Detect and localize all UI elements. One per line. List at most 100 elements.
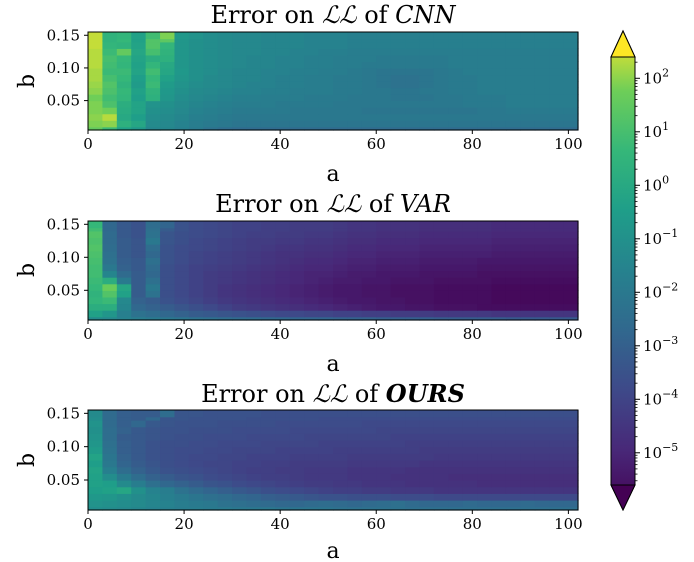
heatmap-cell-var xyxy=(203,277,219,285)
heatmap-cell-ours xyxy=(520,460,536,468)
colorbar-tick-label: 10−3 xyxy=(643,334,678,355)
heatmap-cell-ours xyxy=(477,410,493,418)
heatmap-cell-var xyxy=(174,303,190,311)
y-axis-ticks-var: 0.050.100.15 xyxy=(47,215,88,299)
colorbar-body xyxy=(610,29,636,512)
heatmap-cell-cnn xyxy=(289,67,305,76)
heatmap-cell-cnn xyxy=(188,113,204,121)
heatmap-cell-ours xyxy=(318,466,334,474)
heatmap-cell-cnn xyxy=(419,74,435,82)
heatmap-cell-cnn xyxy=(174,113,190,121)
heatmap-cell-cnn xyxy=(131,94,147,102)
heatmap-cell-ours xyxy=(304,460,320,468)
heatmap-cell-ours xyxy=(405,420,421,428)
heatmap-cell-ours xyxy=(462,486,478,494)
heatmap-cell-ours xyxy=(405,493,421,501)
heatmap-cell-ours xyxy=(102,466,118,474)
heatmap-cell-ours xyxy=(491,466,507,474)
heatmap-cell-ours xyxy=(505,486,521,494)
heatmap-cell-cnn xyxy=(491,107,507,115)
heatmap-cell-var xyxy=(433,230,449,239)
heatmap-cell-ours xyxy=(131,473,147,481)
heatmap-cell-cnn xyxy=(102,41,118,49)
heatmap-cell-ours xyxy=(376,410,392,418)
heatmap-cell-ours xyxy=(102,500,118,508)
heatmap-cell-ours xyxy=(390,410,406,418)
heatmap-cell-var xyxy=(361,250,377,258)
heatmap-cell-var xyxy=(116,227,132,232)
heatmap-cell-var xyxy=(318,310,334,318)
heatmap-cell-var xyxy=(390,244,406,252)
y-axis-label-var: b xyxy=(15,263,40,277)
heatmap-cell-cnn xyxy=(563,32,579,40)
heatmap-cell-var xyxy=(246,230,262,239)
heatmap-cell-ours xyxy=(275,433,291,441)
heatmap-cell-ours xyxy=(405,453,421,461)
heatmap-cell-ours xyxy=(131,460,147,468)
heatmap-cell-var xyxy=(289,237,305,245)
heatmap-cell-cnn xyxy=(246,120,262,128)
heatmap-cell-ours xyxy=(376,426,392,434)
heatmap-cell-cnn xyxy=(563,126,579,131)
heatmap-cell-var xyxy=(246,277,262,285)
heatmap-cell-ours xyxy=(390,480,406,488)
heatmap-cell-cnn xyxy=(217,41,233,49)
heatmap-cell-cnn xyxy=(405,32,421,40)
heatmap-cell-var xyxy=(520,277,536,285)
heatmap-cell-ours xyxy=(160,460,176,468)
heatmap-cell-var xyxy=(361,263,377,272)
heatmap-cell-var xyxy=(419,283,435,291)
heatmap-cell-cnn xyxy=(289,126,305,131)
x-axis-ticks-ours: 0 20 40 60 80 100 xyxy=(83,510,583,533)
heatmap-cell-cnn xyxy=(188,54,204,62)
heatmap-cell-ours xyxy=(505,446,521,454)
heatmap-cell-var xyxy=(448,257,464,265)
heatmap-cell-ours xyxy=(462,446,478,454)
heatmap-cell-ours xyxy=(275,460,291,468)
heatmap-cell-ours xyxy=(333,420,349,428)
heatmap-cell-ours xyxy=(405,480,421,488)
heatmap-cell-ours xyxy=(520,480,536,488)
heatmap-cell-ours xyxy=(102,420,118,428)
heatmap-cell-cnn xyxy=(88,94,104,102)
heatmap-cell-ours xyxy=(145,460,161,468)
heatmap-cell-var xyxy=(131,237,147,245)
heatmap-cell-var xyxy=(433,263,449,272)
heatmap-cell-cnn xyxy=(131,48,147,56)
heatmap-cell-cnn xyxy=(116,61,132,69)
heatmap-cell-var xyxy=(549,237,565,245)
x-tick-label-ours: 40 xyxy=(271,515,290,533)
heatmap-cell-cnn xyxy=(145,81,161,89)
heatmap-cell-cnn xyxy=(376,120,392,128)
heatmap-cell-ours xyxy=(232,420,248,428)
heatmap-cell-var xyxy=(347,230,363,239)
heatmap-cell-cnn xyxy=(203,113,219,121)
heatmap-cell-cnn xyxy=(448,120,464,128)
heatmap-cell-ours xyxy=(361,446,377,454)
heatmap-cell-cnn xyxy=(534,38,550,43)
heatmap-cell-cnn xyxy=(534,126,550,131)
heatmap-cell-cnn xyxy=(448,67,464,76)
heatmap-cell-cnn xyxy=(174,32,190,40)
heatmap-cell-var xyxy=(477,277,493,285)
heatmap-cell-var xyxy=(376,230,392,239)
heatmap-cell-var xyxy=(520,230,536,239)
heatmap-cell-var xyxy=(275,230,291,239)
heatmap-cell-ours xyxy=(477,446,493,454)
heatmap-cell-ours xyxy=(203,433,219,441)
heatmap-cell-var xyxy=(260,250,276,258)
heatmap-cell-ours xyxy=(160,480,176,488)
heatmap-cell-var xyxy=(260,316,276,321)
heatmap-cell-cnn xyxy=(462,100,478,108)
heatmap-cell-var xyxy=(188,257,204,265)
heatmap-cell-ours xyxy=(376,506,392,511)
heatmap-cell-ours xyxy=(116,466,132,474)
heatmap-cell-cnn xyxy=(131,32,147,40)
heatmap-cell-var xyxy=(491,237,507,245)
heatmap-cell-cnn xyxy=(188,107,204,115)
heatmap-cell-var xyxy=(477,283,493,291)
heatmap-cell-ours xyxy=(376,480,392,488)
heatmap-cell-cnn xyxy=(232,113,248,121)
heatmap-cell-var xyxy=(361,237,377,245)
heatmap-cell-cnn xyxy=(433,32,449,40)
